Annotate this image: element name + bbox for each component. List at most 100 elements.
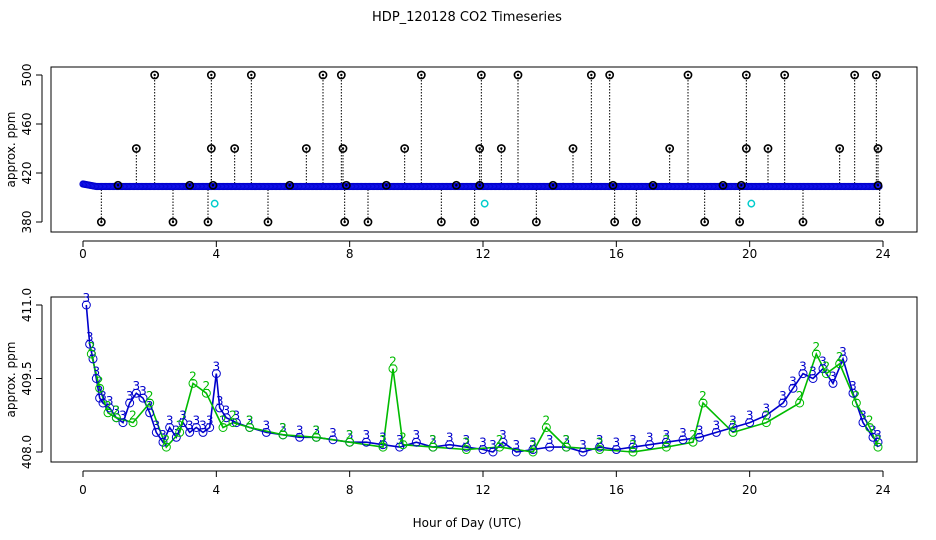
- high-outlier-point: [476, 70, 486, 80]
- series-3-marker-label: 3: [663, 428, 671, 442]
- series-3-marker-label: 3: [829, 369, 837, 383]
- high-outlier-point-center: [403, 147, 406, 150]
- series-2-point: [541, 423, 551, 432]
- series-3-marker-label: 3: [809, 365, 817, 379]
- x-tick-label: 12: [475, 247, 490, 261]
- series-3-point: [798, 369, 808, 379]
- series-2-point: [86, 349, 96, 359]
- high-outlier-point: [206, 70, 216, 80]
- series-2-point: [161, 442, 171, 452]
- high-outlier-point-center: [745, 147, 748, 150]
- series-2-point: [561, 442, 571, 452]
- series-2-point: [175, 427, 185, 437]
- series-2-marker-label: 2: [763, 409, 771, 423]
- series-3-point: [788, 383, 798, 393]
- series-2-marker-label: 2: [836, 350, 844, 364]
- series-3-marker-label: 3: [186, 418, 194, 432]
- series-3-marker-label: 3: [216, 394, 224, 408]
- series-3-marker-label: 3: [96, 384, 104, 398]
- x-tick-label: 8: [346, 483, 354, 497]
- series-2-marker-label: 2: [203, 379, 211, 393]
- series-3-point: [595, 442, 605, 452]
- series-3-marker-label: 3: [839, 345, 847, 359]
- series-2-point: [461, 445, 471, 455]
- series-3-point: [98, 398, 108, 408]
- series-2-marker-label: 2: [543, 414, 551, 428]
- series-2-marker-label: 2: [796, 389, 804, 403]
- low-outlier-point-center: [738, 220, 741, 224]
- series-2-point: [821, 369, 831, 379]
- series-2-point: [103, 408, 113, 418]
- series-3-point: [808, 374, 818, 383]
- low-outlier-point-center: [878, 220, 881, 224]
- series-3-marker-label: 3: [379, 431, 387, 445]
- series-3-point: [158, 437, 168, 447]
- series-3-marker-label: 3: [499, 428, 507, 442]
- mid-outlier-point-center: [651, 184, 655, 187]
- high-outlier-point: [586, 70, 596, 80]
- series-3-point: [191, 423, 201, 432]
- series-3-marker-label: 3: [159, 428, 167, 442]
- low-outlier-point-center: [613, 220, 616, 224]
- series-3-point: [95, 393, 105, 403]
- high-outlier-point: [131, 144, 141, 153]
- x-tick-label: 20: [742, 247, 757, 261]
- high-outlier-point: [741, 144, 751, 153]
- series-3-marker-label: 3: [313, 423, 321, 437]
- series-3-marker-label: 3: [126, 389, 134, 403]
- series-3-point: [215, 403, 225, 413]
- mid-outlier-point-center: [345, 184, 348, 187]
- series-2-point: [188, 378, 198, 388]
- high-outlier-point-center: [340, 73, 343, 77]
- series-3-point: [118, 418, 128, 428]
- series-3-point: [511, 447, 521, 457]
- low-outlier-point-center: [635, 220, 638, 224]
- series-2-marker-label: 2: [596, 436, 604, 450]
- low-outlier-point-center: [266, 220, 270, 224]
- x-tick-label: 0: [79, 483, 87, 497]
- mid-outlier-point-center: [611, 184, 615, 187]
- high-outlier-point: [665, 144, 675, 153]
- low-outlier-point-center: [206, 220, 210, 224]
- mid-outlier-point: [475, 180, 485, 190]
- series-3-point: [221, 413, 231, 423]
- series-3-marker-label: 3: [346, 428, 354, 442]
- low-outlier-point: [798, 217, 808, 227]
- series-2-point: [811, 349, 821, 359]
- x-axis-title: Hour of Day (UTC): [413, 516, 522, 530]
- series-3-point: [361, 437, 371, 447]
- series-2-marker-label: 2: [346, 428, 354, 442]
- series-3-point: [711, 427, 721, 437]
- series-2-point: [865, 423, 875, 432]
- series-3-marker-label: 3: [83, 291, 91, 305]
- series-2-marker-label: 2: [229, 409, 237, 423]
- mid-outlier-point: [736, 180, 746, 190]
- series-2-point: [278, 430, 288, 440]
- x-tick-label: 12: [475, 483, 490, 497]
- series-3-point: [378, 440, 388, 450]
- x-tick-label: 24: [875, 483, 890, 497]
- series-3-point: [645, 440, 655, 450]
- x-tick-label: 24: [875, 247, 890, 261]
- series-3-point: [461, 442, 471, 452]
- high-outlier-point-center: [838, 147, 841, 150]
- series-2-marker-label: 2: [823, 360, 831, 374]
- x-tick-label: 4: [213, 247, 221, 261]
- series-2-marker-label: 2: [729, 418, 737, 432]
- series-3-point: [91, 374, 101, 383]
- high-outlier-point: [336, 70, 346, 80]
- low-outlier-point-center: [343, 220, 346, 224]
- mid-outlier-point: [873, 180, 883, 190]
- series-2-marker-label: 2: [496, 433, 504, 447]
- series-3-point: [198, 427, 208, 437]
- series-3-marker-label: 3: [233, 409, 241, 423]
- series-2-marker-label: 2: [176, 418, 184, 432]
- series-3-marker-label: 3: [153, 418, 161, 432]
- series-2-marker-label: 2: [563, 433, 571, 447]
- series-2-point: [528, 447, 538, 457]
- series-3-marker-label: 3: [246, 414, 254, 428]
- low-outlier-point: [363, 217, 373, 227]
- series-2-point: [595, 445, 605, 455]
- high-outlier-point: [400, 144, 410, 153]
